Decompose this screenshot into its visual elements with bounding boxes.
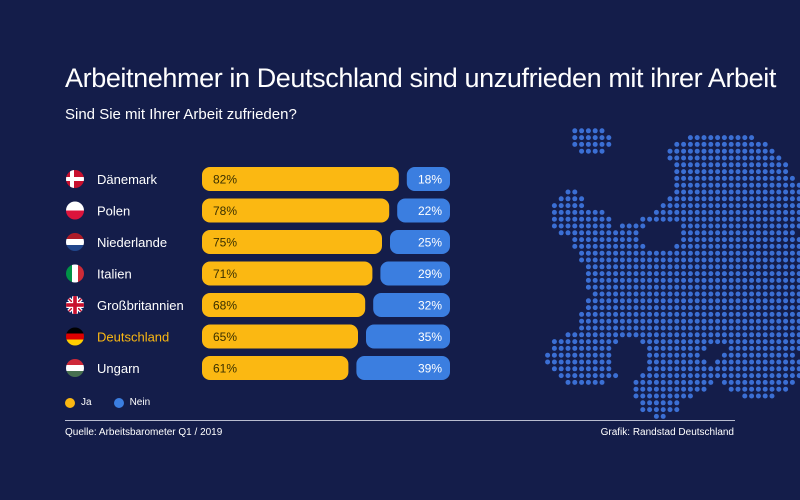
flag-gb-icon bbox=[66, 296, 84, 314]
bar-ja bbox=[202, 293, 366, 317]
flag-nl-icon bbox=[66, 233, 84, 251]
category-label: Italien bbox=[97, 267, 132, 282]
flag-dk-icon bbox=[66, 170, 84, 188]
category-label: Deutschland bbox=[97, 330, 169, 345]
footer-divider bbox=[65, 420, 735, 421]
credit-note: Grafik: Randstad Deutschland bbox=[600, 427, 734, 438]
bar-ja bbox=[202, 261, 373, 286]
chart-row: Großbritannien 68% 32% bbox=[66, 293, 450, 317]
bar-label-ja: 78% bbox=[213, 204, 237, 218]
flag-de-icon bbox=[66, 327, 84, 346]
category-label: Niederlande bbox=[97, 235, 167, 250]
category-label: Polen bbox=[97, 204, 130, 219]
bar-nein bbox=[366, 324, 450, 349]
bar-nein bbox=[390, 230, 450, 254]
legend-swatch-nein bbox=[113, 397, 124, 408]
bar-nein bbox=[406, 167, 450, 191]
chart-row: Ungarn 61% 39% bbox=[66, 356, 450, 380]
flag-hu-icon bbox=[66, 359, 84, 377]
bar-ja bbox=[202, 167, 399, 191]
bar-ja bbox=[202, 324, 358, 349]
bar-ja bbox=[202, 356, 349, 380]
bar-label-nein: 22% bbox=[418, 204, 442, 218]
chart-row: Deutschland 65% 35% bbox=[66, 324, 450, 349]
category-label: Ungarn bbox=[97, 361, 140, 376]
chart-row: Italien 71% 29% bbox=[66, 261, 450, 286]
legend-item-nein: Nein bbox=[113, 397, 151, 408]
bar-label-nein: 35% bbox=[418, 330, 442, 344]
bar-nein bbox=[380, 261, 450, 286]
legend: Ja Nein bbox=[65, 397, 150, 408]
bar-label-nein: 39% bbox=[418, 362, 442, 376]
europe-map-icon bbox=[545, 128, 800, 419]
bar-label-nein: 18% bbox=[418, 173, 442, 187]
bar-label-nein: 25% bbox=[418, 236, 442, 250]
bar-label-ja: 65% bbox=[213, 330, 237, 344]
category-label: Dänemark bbox=[97, 172, 157, 187]
legend-item-ja: Ja bbox=[65, 397, 92, 408]
bar-chart: Dänemark 82% 18% Polen 78% 22% Niederlande 75% 2… bbox=[66, 167, 450, 380]
source-note: Quelle: Arbeitsbarometer Q1 / 2019 bbox=[65, 427, 223, 438]
bar-label-ja: 71% bbox=[213, 267, 237, 281]
bar-label-ja: 82% bbox=[213, 173, 237, 187]
bar-nein bbox=[356, 356, 450, 380]
bar-ja bbox=[202, 230, 382, 254]
bar-nein bbox=[397, 198, 450, 223]
chart-row: Niederlande 75% 25% bbox=[66, 230, 450, 254]
bar-ja bbox=[202, 198, 390, 223]
bar-label-ja: 68% bbox=[213, 299, 237, 313]
bar-label-ja: 75% bbox=[213, 236, 237, 250]
chart-row: Polen 78% 22% bbox=[66, 198, 450, 223]
flag-pl-icon bbox=[66, 201, 84, 220]
legend-swatch-ja bbox=[65, 397, 75, 408]
flag-it-icon bbox=[66, 264, 84, 283]
chart-title: Arbeitnehmer in Deutschland sind unzufri… bbox=[65, 63, 776, 93]
bar-label-nein: 29% bbox=[418, 267, 442, 281]
chart-row: Dänemark 82% 18% bbox=[66, 167, 450, 191]
chart-subtitle: Sind Sie mit Ihrer Arbeit zufrieden? bbox=[65, 106, 297, 123]
bar-label-ja: 61% bbox=[213, 362, 237, 376]
bar-label-nein: 32% bbox=[418, 299, 442, 313]
category-label: Großbritannien bbox=[97, 298, 184, 313]
legend-label-ja: Ja bbox=[81, 397, 92, 408]
legend-label-nein: Nein bbox=[129, 397, 151, 408]
bar-nein bbox=[373, 293, 450, 317]
